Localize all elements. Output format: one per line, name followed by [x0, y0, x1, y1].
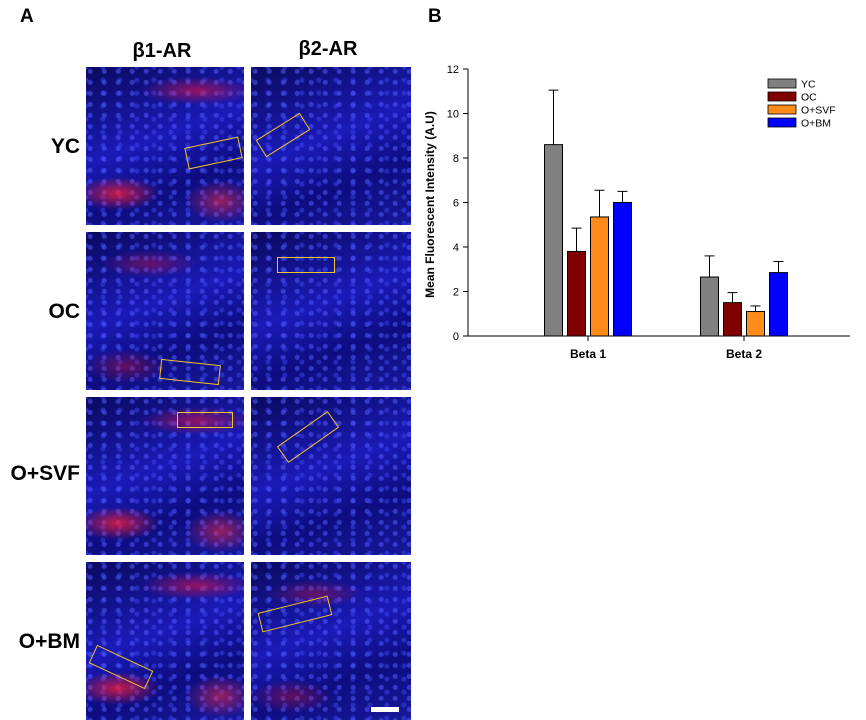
micrograph-obm-beta2	[251, 562, 411, 720]
micrograph-yc-beta2	[251, 67, 411, 225]
legend-swatch-o-svf	[767, 104, 797, 115]
row-label-osvf: O+SVF	[10, 462, 80, 485]
bar-chart: 0 2 4 6 8 10 12 Mean Fluorescent Intensity (A.U…	[423, 64, 850, 361]
x-tick-label: Beta 1	[570, 347, 606, 361]
legend-label-o-svf: O+SVF	[801, 105, 836, 117]
bar-yc-beta-2	[700, 276, 719, 337]
roi-box	[184, 136, 243, 170]
bar-o-svf-beta-1	[590, 216, 609, 337]
y-tick-label: 6	[453, 198, 459, 210]
row-label-yc: YC	[50, 135, 80, 158]
row-label-obm: O+BM	[18, 630, 80, 653]
bar-o-svf-beta-2	[746, 311, 765, 337]
micrograph-oc-beta1	[86, 232, 244, 390]
y-axis-label: Mean Fluorescent Intensity (A.U)	[423, 111, 437, 298]
bar-o-bm-beta-1	[613, 202, 632, 337]
micrograph-yc-beta1	[86, 67, 244, 225]
micrograph-osvf-beta2	[251, 397, 411, 555]
legend-swatch-o-bm	[767, 117, 797, 128]
row-label-oc: OC	[48, 300, 81, 323]
roi-box	[255, 112, 311, 158]
y-tick-label: 4	[453, 242, 459, 254]
micrograph-oc-beta2	[251, 232, 411, 390]
roi-box	[177, 412, 233, 428]
roi-box	[159, 358, 221, 386]
roi-box	[257, 595, 333, 633]
legend-swatch-oc	[767, 91, 797, 102]
roi-box	[276, 411, 340, 463]
micrograph-osvf-beta1	[86, 397, 244, 555]
panel-a-letter: A	[20, 6, 34, 27]
bar-oc-beta-2	[723, 302, 742, 337]
legend-label-yc: YC	[801, 79, 816, 91]
column-header-beta1: β1-AR	[132, 40, 192, 62]
micrograph-obm-beta1	[86, 562, 244, 720]
y-tick-label: 8	[453, 153, 459, 165]
y-tick-label: 2	[453, 287, 459, 299]
column-header-beta2: β2-AR	[298, 38, 358, 60]
legend-label-o-bm: O+BM	[801, 118, 831, 130]
bar-oc-beta-1	[567, 250, 586, 337]
y-tick-label: 0	[453, 331, 459, 343]
panel-b-letter: B	[428, 6, 442, 27]
y-tick-label: 12	[447, 64, 459, 76]
x-tick-label: Beta 2	[726, 347, 762, 361]
bar-o-bm-beta-2	[769, 272, 788, 337]
legend-swatch-yc	[767, 78, 797, 89]
bar-yc-beta-1	[544, 144, 563, 337]
legend-label-oc: OC	[801, 92, 817, 104]
scale-bar	[371, 707, 399, 712]
roi-box	[277, 257, 335, 273]
roi-box	[88, 644, 154, 690]
y-tick-label: 10	[447, 109, 459, 121]
